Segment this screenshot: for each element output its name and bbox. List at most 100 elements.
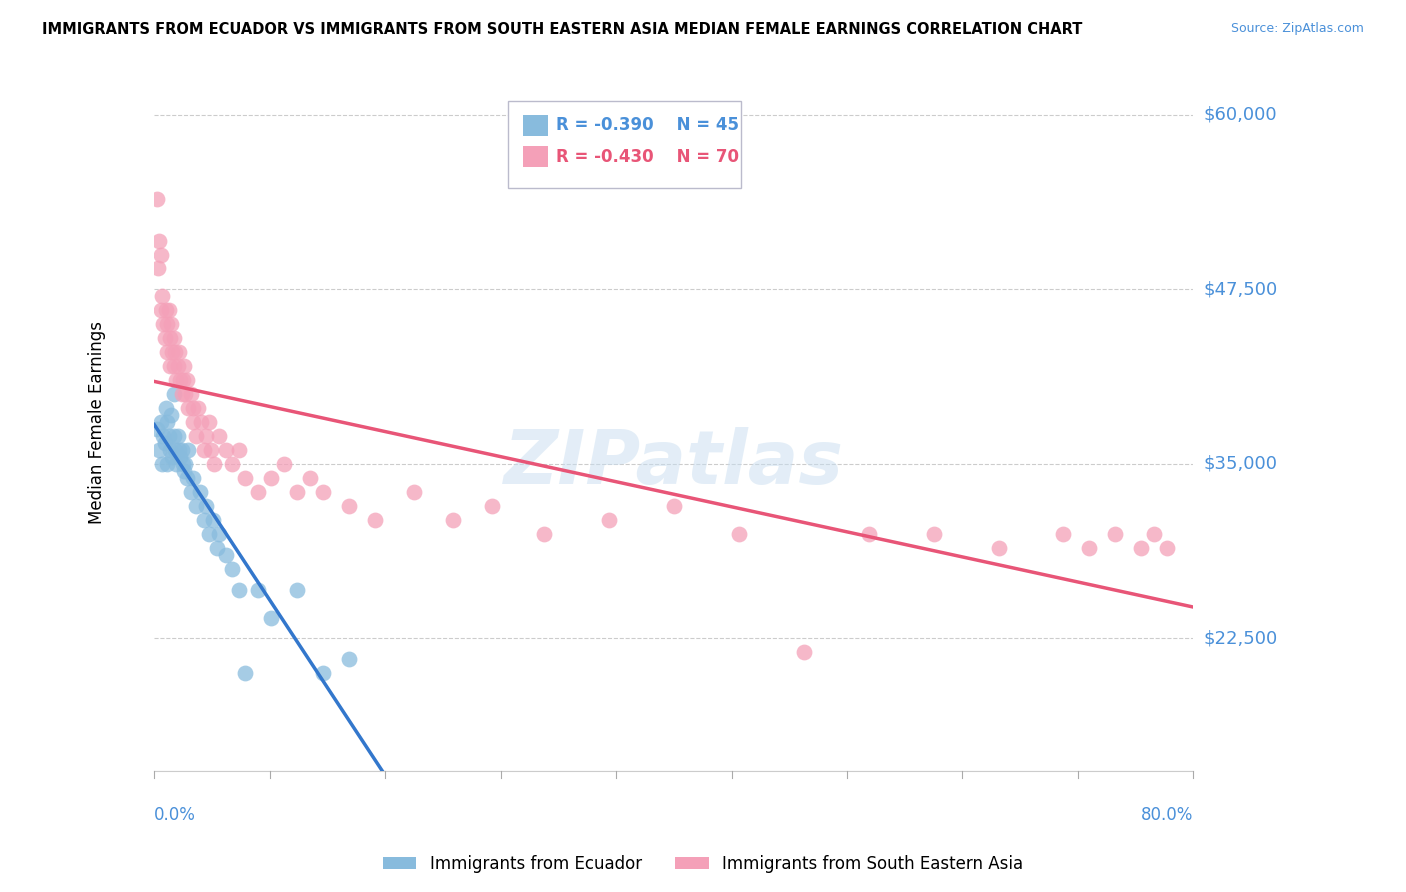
Point bbox=[533, 526, 555, 541]
FancyBboxPatch shape bbox=[523, 146, 548, 167]
Point bbox=[172, 373, 194, 387]
Point bbox=[987, 541, 1010, 555]
Text: R = -0.390    N = 45: R = -0.390 N = 45 bbox=[557, 116, 740, 135]
Point bbox=[190, 415, 212, 429]
Point bbox=[1156, 541, 1178, 555]
Point bbox=[159, 442, 181, 457]
Point bbox=[260, 471, 283, 485]
Point bbox=[201, 513, 224, 527]
Point bbox=[163, 331, 186, 345]
Legend: Immigrants from Ecuador, Immigrants from South Eastern Asia: Immigrants from Ecuador, Immigrants from… bbox=[377, 848, 1029, 880]
Point bbox=[155, 303, 177, 318]
Point bbox=[221, 457, 243, 471]
Point bbox=[157, 303, 180, 318]
Point bbox=[150, 289, 173, 303]
Point bbox=[184, 499, 207, 513]
Point bbox=[1078, 541, 1101, 555]
Point bbox=[228, 582, 250, 597]
Text: $35,000: $35,000 bbox=[1204, 455, 1278, 473]
Point bbox=[208, 526, 231, 541]
Point bbox=[163, 442, 186, 457]
Point bbox=[153, 331, 176, 345]
Point bbox=[193, 513, 215, 527]
Point bbox=[188, 484, 211, 499]
Point bbox=[402, 484, 425, 499]
Point bbox=[152, 429, 174, 443]
Point bbox=[180, 387, 202, 401]
Point bbox=[181, 401, 204, 416]
Point bbox=[441, 513, 464, 527]
Point bbox=[312, 484, 335, 499]
Point bbox=[260, 610, 283, 624]
Point bbox=[156, 318, 179, 332]
Point bbox=[662, 499, 685, 513]
Text: R = -0.430    N = 70: R = -0.430 N = 70 bbox=[557, 148, 740, 166]
Point bbox=[233, 666, 256, 681]
Point bbox=[285, 484, 308, 499]
Text: 80.0%: 80.0% bbox=[1142, 806, 1194, 824]
Point bbox=[197, 415, 219, 429]
Point bbox=[146, 192, 169, 206]
Point bbox=[598, 513, 620, 527]
Point bbox=[197, 526, 219, 541]
Point bbox=[156, 345, 179, 359]
Text: $22,500: $22,500 bbox=[1204, 630, 1278, 648]
Point bbox=[187, 401, 209, 416]
Point bbox=[163, 387, 186, 401]
Point bbox=[793, 645, 815, 659]
Point bbox=[163, 345, 186, 359]
Point bbox=[165, 457, 187, 471]
Point bbox=[195, 499, 218, 513]
Point bbox=[202, 457, 225, 471]
Point bbox=[180, 484, 202, 499]
Point bbox=[148, 234, 170, 248]
Point bbox=[174, 387, 197, 401]
Point bbox=[273, 457, 295, 471]
Point bbox=[200, 442, 222, 457]
Point bbox=[215, 548, 238, 562]
Point bbox=[146, 261, 169, 276]
Point bbox=[285, 582, 308, 597]
Point bbox=[163, 429, 186, 443]
Point bbox=[172, 457, 194, 471]
Point bbox=[181, 471, 204, 485]
Text: Median Female Earnings: Median Female Earnings bbox=[89, 320, 105, 524]
Point bbox=[193, 442, 215, 457]
Point bbox=[205, 541, 228, 555]
Point bbox=[312, 666, 335, 681]
FancyBboxPatch shape bbox=[508, 101, 741, 188]
Point bbox=[156, 415, 179, 429]
Point bbox=[167, 345, 190, 359]
Text: $47,500: $47,500 bbox=[1204, 280, 1278, 299]
Point bbox=[150, 457, 173, 471]
Point bbox=[159, 359, 181, 374]
Point bbox=[176, 471, 198, 485]
Point bbox=[173, 464, 195, 478]
Point bbox=[1143, 526, 1166, 541]
Point bbox=[247, 582, 270, 597]
Point bbox=[1052, 526, 1074, 541]
Point bbox=[208, 429, 231, 443]
Point bbox=[170, 387, 193, 401]
Point bbox=[221, 562, 243, 576]
Text: $60,000: $60,000 bbox=[1204, 106, 1278, 124]
Point bbox=[152, 318, 174, 332]
Point bbox=[727, 526, 749, 541]
Point bbox=[155, 401, 177, 416]
Point bbox=[156, 457, 179, 471]
Point bbox=[184, 429, 207, 443]
Point bbox=[177, 442, 200, 457]
Point bbox=[162, 345, 184, 359]
Point bbox=[247, 484, 270, 499]
Point bbox=[146, 422, 169, 436]
Point bbox=[215, 442, 238, 457]
Point bbox=[157, 429, 180, 443]
Point bbox=[163, 359, 186, 374]
Text: 0.0%: 0.0% bbox=[155, 806, 195, 824]
Point bbox=[177, 401, 200, 416]
Text: Source: ZipAtlas.com: Source: ZipAtlas.com bbox=[1230, 22, 1364, 36]
Point bbox=[162, 450, 184, 464]
Point bbox=[176, 373, 198, 387]
Point bbox=[160, 408, 183, 422]
Point bbox=[169, 450, 191, 464]
